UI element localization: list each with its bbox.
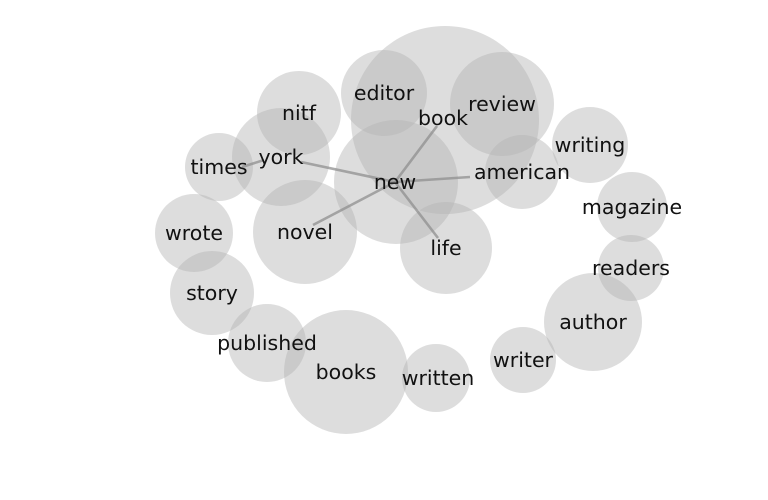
bubble-york	[232, 108, 330, 206]
link-new-novel	[312, 180, 396, 227]
link-new-book	[393, 125, 439, 183]
word-label-review: review	[468, 92, 536, 116]
bubble-life	[400, 202, 492, 294]
bubble-author	[544, 273, 642, 371]
bubble-layer	[155, 26, 667, 434]
bubble-readers	[598, 235, 664, 301]
word-label-nitf: nitf	[282, 101, 317, 125]
word-label-written: written	[402, 366, 475, 390]
word-label-writing: writing	[555, 133, 626, 157]
link-york-times	[241, 158, 265, 169]
word-label-published: published	[217, 331, 317, 355]
link-new-american	[394, 175, 471, 184]
bubble-written	[402, 344, 470, 412]
word-label-novel: novel	[277, 220, 333, 244]
bubble-wrote	[155, 194, 233, 272]
link-new-life	[393, 181, 440, 239]
word-label-times: times	[191, 155, 248, 179]
bubble-books	[284, 310, 408, 434]
bubble-published	[228, 304, 306, 382]
word-label-story: story	[186, 281, 238, 305]
bubble-book	[351, 26, 539, 214]
word-label-readers: readers	[592, 256, 670, 280]
word-label-american: american	[474, 160, 570, 184]
bubble-times	[185, 133, 253, 201]
bubble-magazine	[597, 172, 667, 242]
bubble-review	[450, 52, 554, 156]
word-label-author: author	[559, 310, 627, 334]
edge-layer	[241, 125, 471, 239]
link-new-york	[300, 160, 396, 184]
word-label-york: york	[259, 145, 304, 169]
bubble-editor	[341, 50, 427, 136]
bubble-novel	[253, 180, 357, 284]
word-label-writer: writer	[493, 348, 554, 372]
word-label-book: book	[418, 106, 468, 130]
word-label-wrote: wrote	[165, 221, 223, 245]
bubble-story	[170, 251, 254, 335]
bubble-writer	[490, 327, 556, 393]
word-label-magazine: magazine	[582, 195, 682, 219]
bubble-american	[485, 135, 559, 209]
bubble-nitf	[257, 71, 341, 155]
word-label-books: books	[316, 360, 377, 384]
bubble-writing	[552, 107, 628, 183]
word-label-new: new	[374, 170, 416, 194]
word-label-editor: editor	[354, 81, 415, 105]
word-label-life: life	[430, 236, 461, 260]
